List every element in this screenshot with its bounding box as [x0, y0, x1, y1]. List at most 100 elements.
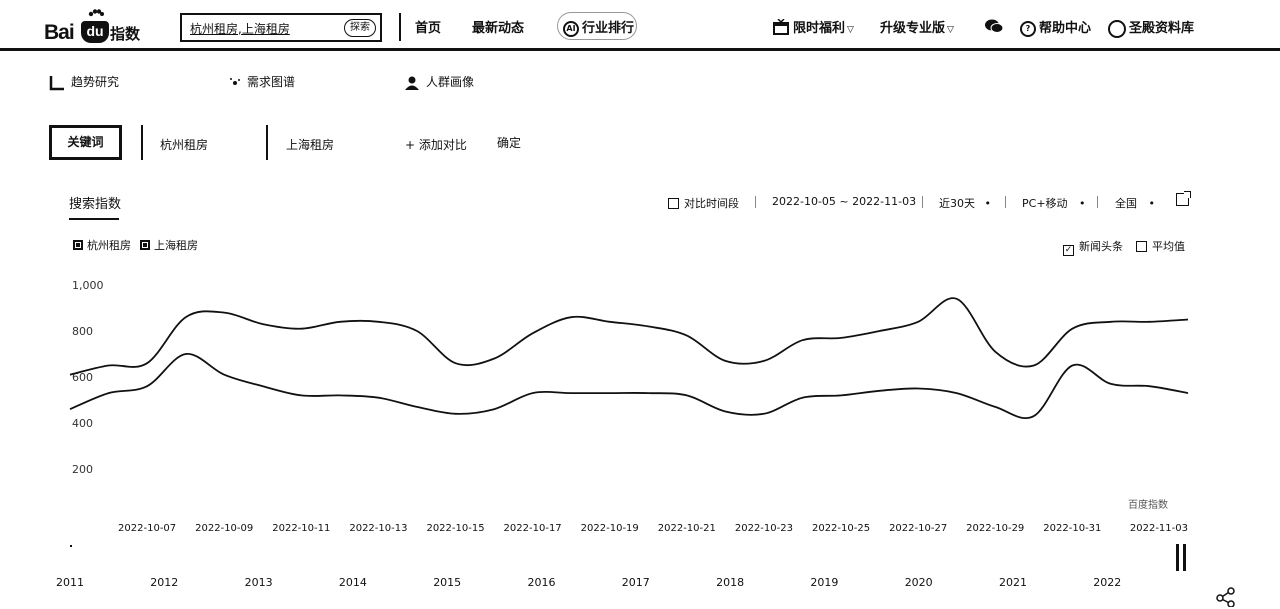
x-tick-label: 2022-10-11	[272, 523, 330, 534]
trend-icon	[49, 75, 64, 90]
search-index-chart: 1,000 800 600 400 200 2022-10-07 2022-10-09 202…	[69, 279, 1189, 534]
series-line-1	[69, 297, 1189, 376]
toolbar-divider	[755, 196, 756, 208]
nav-help[interactable]: ? 帮助中心	[1020, 17, 1091, 37]
help-icon: ?	[1020, 20, 1036, 37]
legend-marker-icon	[140, 240, 150, 250]
confirm-button[interactable]: 确定	[497, 136, 522, 150]
legend-item-2[interactable]: 上海租房	[140, 237, 198, 253]
header-divider	[399, 13, 401, 41]
timeline-handle-left[interactable]	[1176, 544, 1179, 571]
nav-upgrade[interactable]: 升级专业版 ▽	[880, 17, 954, 36]
timeline-year[interactable]: 2011	[56, 576, 84, 589]
timeline-year[interactable]: 2021	[999, 576, 1027, 589]
x-tick-label: 2022-10-31	[1043, 523, 1101, 534]
platform-select[interactable]: PC+移动 •	[1022, 195, 1086, 211]
tab-crowd-portrait-label: 人群画像	[426, 75, 475, 89]
recent-days-label: 近30天	[939, 197, 975, 210]
dropdown-dot-icon: •	[1079, 197, 1086, 210]
timeline-year[interactable]: 2017	[621, 576, 650, 589]
timeline-year[interactable]: 2020	[904, 576, 933, 589]
nav-home[interactable]: 首页	[415, 21, 442, 36]
x-tick-label: 2022-10-13	[349, 523, 407, 534]
timeline-year[interactable]: 2013	[244, 576, 273, 589]
timeline-year[interactable]: 2022	[1093, 576, 1122, 589]
x-tick-label: 2022-10-17	[504, 523, 562, 534]
nav-active-pill	[557, 12, 637, 40]
x-tick-label: 2022-10-25	[812, 523, 870, 534]
dropdown-dot-icon: •	[1148, 197, 1156, 210]
nav-promo[interactable]: 限时福利 ▽	[772, 17, 854, 36]
nav-user-label: 圣殿资料库	[1129, 21, 1195, 36]
logo-zhishu-text: 指数	[110, 25, 141, 43]
chat-icon[interactable]	[984, 18, 1004, 34]
person-icon	[405, 76, 419, 90]
nav-latest[interactable]: 最新动态	[472, 21, 525, 36]
add-compare-button[interactable]: + 添加对比	[405, 138, 467, 152]
legend-marker-icon	[73, 240, 83, 250]
x-tick-label: 2022-11-03	[1130, 523, 1188, 534]
recent-days-select[interactable]: 近30天 •	[939, 195, 991, 211]
tab-trend-research[interactable]: 趋势研究	[49, 73, 119, 91]
average-toggle[interactable]: 平均值	[1136, 238, 1185, 254]
legend-label-2: 上海租房	[154, 239, 198, 252]
x-tick-label: 2022-10-29	[966, 523, 1024, 534]
region-select[interactable]: 全国 •	[1115, 195, 1155, 211]
timeline-year[interactable]: 2015	[433, 576, 462, 589]
checkbox-icon	[668, 198, 679, 209]
news-label: 新闻头条	[1079, 240, 1123, 253]
compare-period-label: 对比时间段	[684, 197, 739, 210]
y-tick-label: 400	[72, 417, 93, 430]
search-input[interactable]	[190, 19, 340, 37]
timeline-year[interactable]: 2012	[150, 576, 179, 589]
region-label: 全国	[1115, 197, 1137, 210]
x-tick-label: 2022-10-23	[735, 523, 793, 534]
nav-upgrade-label: 升级专业版	[880, 21, 946, 36]
y-tick-label: 1,000	[72, 279, 104, 292]
tab-underline	[69, 218, 119, 220]
checkbox-checked-icon: ✓	[1063, 245, 1074, 256]
keyword-item-1[interactable]: 杭州租房	[160, 138, 209, 152]
ai-icon: AI	[563, 20, 579, 37]
platform-label: PC+移动	[1022, 197, 1068, 210]
tab-crowd-portrait[interactable]: 人群画像	[404, 73, 474, 91]
keyword-item-2[interactable]: 上海租房	[286, 138, 335, 152]
timeline-year[interactable]: 2016	[527, 576, 556, 589]
legend-label-1: 杭州租房	[87, 239, 131, 252]
timeline-year[interactable]: 2018	[716, 576, 745, 589]
toolbar-divider	[922, 196, 923, 208]
compare-period-toggle[interactable]: 对比时间段	[668, 195, 739, 211]
keyword-label: 关键词	[49, 125, 122, 160]
tab-search-index[interactable]: 搜索指数	[69, 197, 122, 212]
baidu-index-logo[interactable]: Bai du 指数	[44, 9, 142, 47]
x-tick-label: 2022-10-15	[426, 523, 484, 534]
nav-user[interactable]: 圣殿资料库	[1108, 17, 1194, 38]
dropdown-dot-icon: •	[984, 197, 992, 210]
timeline-year[interactable]: 2019	[810, 576, 839, 589]
external-link-icon[interactable]	[1176, 191, 1191, 206]
legend-item-1[interactable]: 杭州租房	[73, 237, 131, 253]
toolbar-divider	[1097, 196, 1098, 208]
y-tick-label: 200	[72, 463, 93, 476]
checkbox-icon	[1136, 241, 1147, 252]
chart-watermark: 百度指数	[1128, 500, 1168, 511]
chevron-down-icon: ▽	[947, 25, 954, 35]
x-tick-label: 2022-10-07	[118, 523, 176, 534]
share-icon[interactable]	[1216, 587, 1236, 607]
x-tick-label: 2022-10-09	[195, 523, 253, 534]
date-range-picker[interactable]: 2022-10-05 ~ 2022-11-03	[772, 195, 917, 208]
average-label: 平均值	[1152, 240, 1185, 253]
logo-du-text: du	[81, 21, 109, 43]
timeline-year[interactable]: 2014	[338, 576, 367, 589]
search-button[interactable]: 探索	[344, 19, 376, 37]
x-tick-label: 2022-10-27	[889, 523, 947, 534]
tab-demand-map[interactable]: 需求图谱	[229, 73, 295, 90]
y-tick-label: 600	[72, 371, 93, 384]
news-toggle[interactable]: ✓ 新闻头条	[1063, 238, 1123, 256]
x-tick-label: 2022-10-19	[581, 523, 639, 534]
toolbar-divider	[1005, 196, 1006, 208]
x-tick-label: 2022-10-21	[658, 523, 716, 534]
nav-industry-rank[interactable]: AI 行业排行	[563, 17, 634, 37]
timeline-handle-right[interactable]	[1183, 544, 1186, 571]
